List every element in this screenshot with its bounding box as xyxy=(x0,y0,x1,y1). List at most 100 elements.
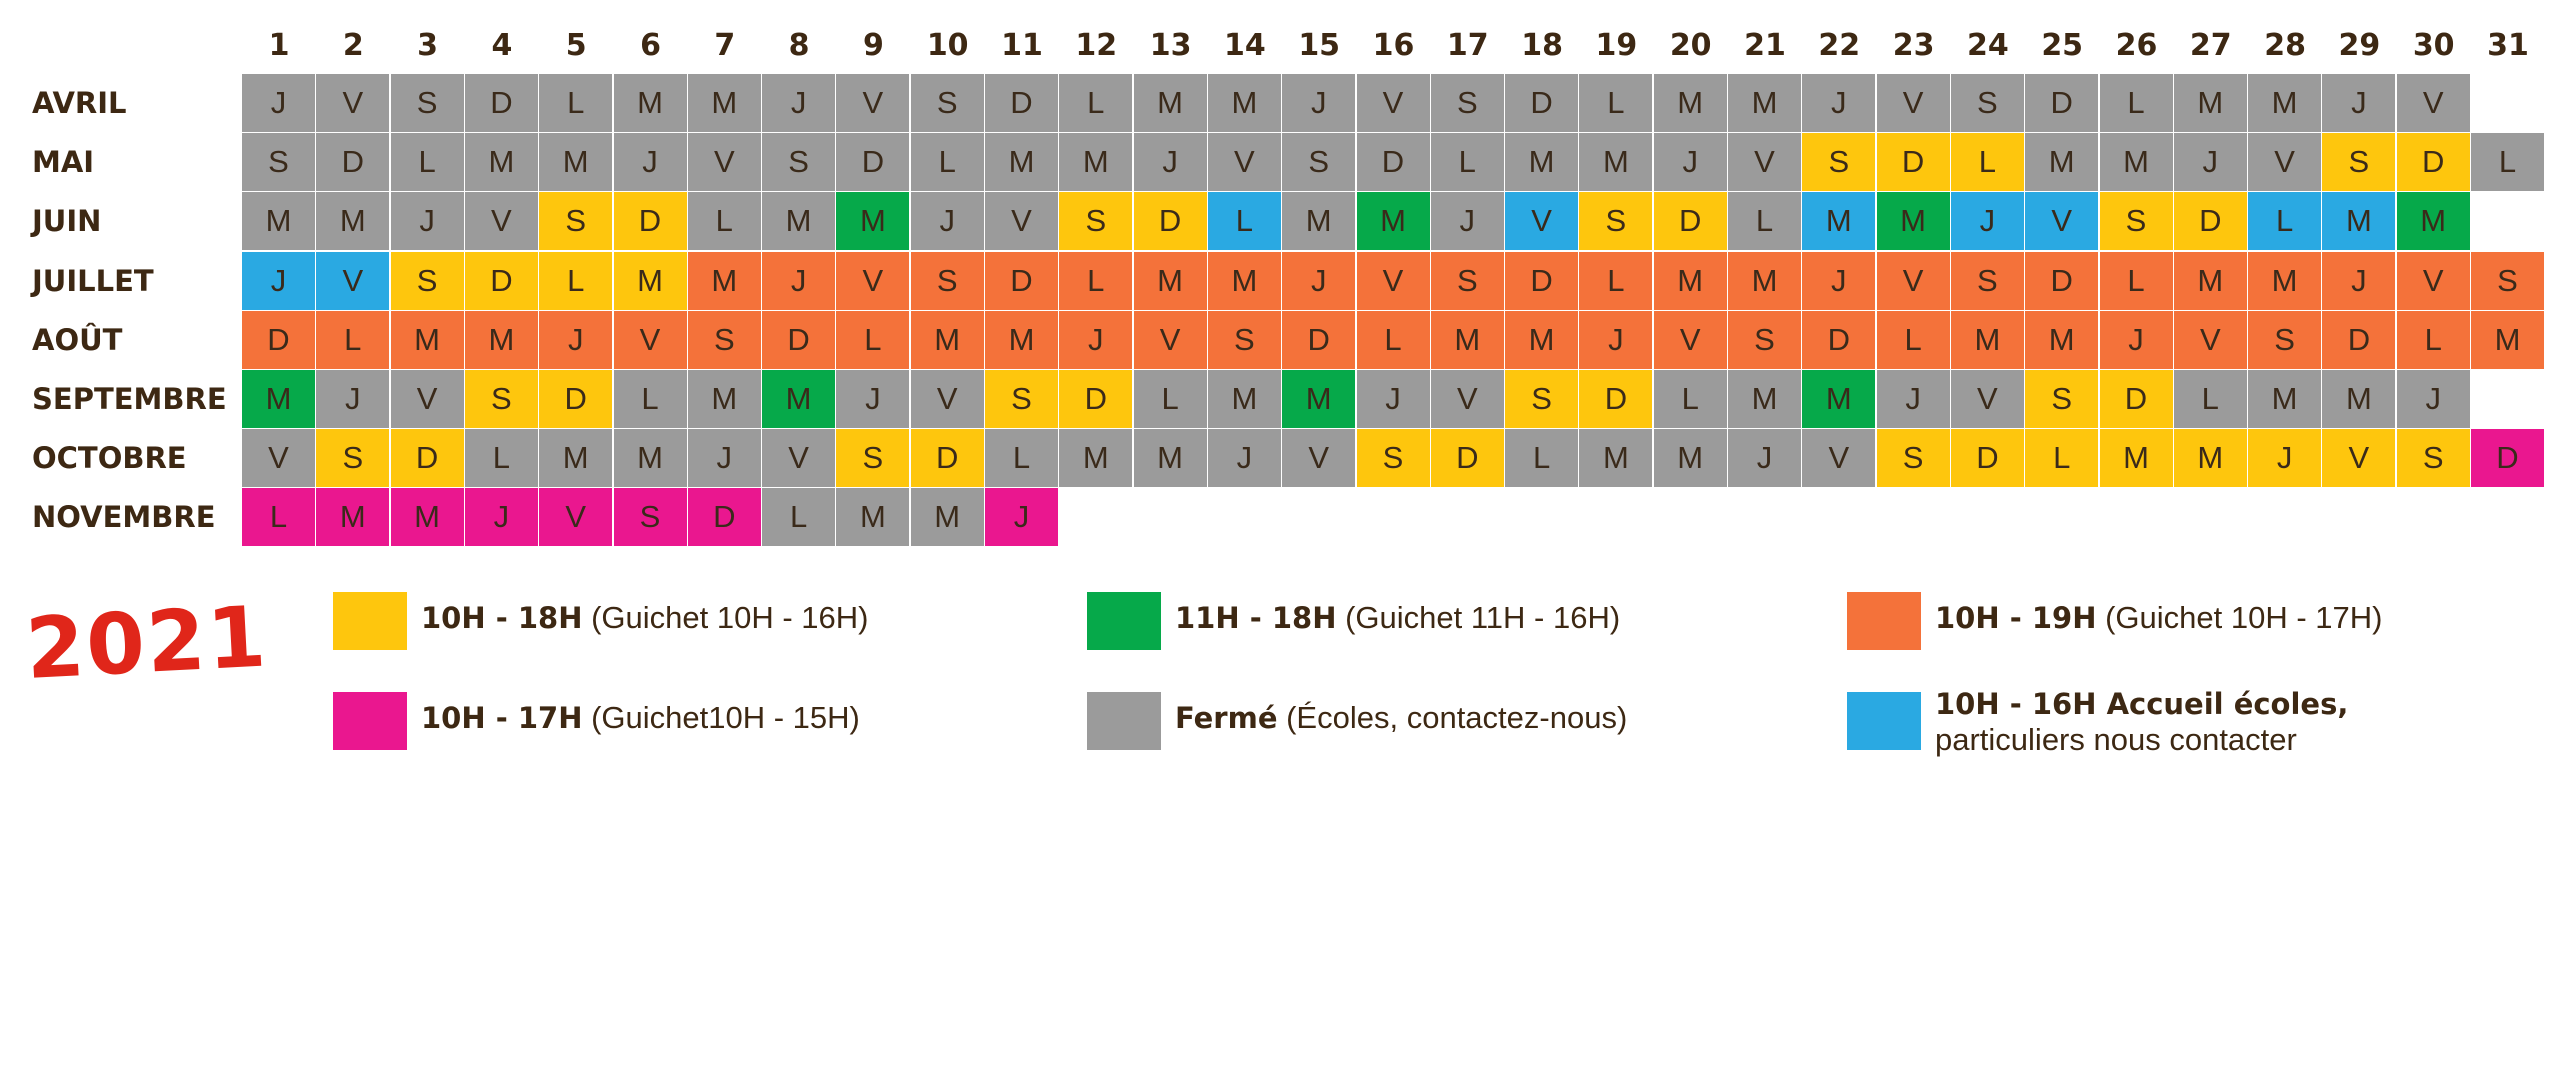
day-cell: D xyxy=(1876,133,1950,192)
day-cell: L xyxy=(910,133,984,192)
day-cell: D xyxy=(464,251,538,310)
day-cell: L xyxy=(613,370,687,428)
day-cell: L xyxy=(1950,133,2024,192)
day-cell: S xyxy=(242,133,315,192)
day-cell: S xyxy=(1207,310,1281,369)
day-cell: M xyxy=(1505,133,1579,192)
day-cell: L xyxy=(2173,370,2247,428)
legend-label: 10H - 18H (Guichet 10H - 16H) xyxy=(421,600,868,636)
day-cell: M xyxy=(1059,429,1133,488)
day-cell: D xyxy=(390,429,464,488)
day-cell: M xyxy=(613,429,687,488)
day-cell: M xyxy=(985,310,1058,369)
day-number: 5 xyxy=(565,28,587,63)
day-cell: S xyxy=(1950,74,2024,132)
day-cell: J xyxy=(1579,310,1653,369)
day-cell: M xyxy=(613,74,687,132)
day-cell: S xyxy=(1282,133,1356,192)
day-cell: M xyxy=(1282,192,1356,251)
day-cell: L xyxy=(687,192,761,251)
day-cell: J xyxy=(910,192,984,251)
day-cell: S xyxy=(316,429,390,488)
legend-swatch xyxy=(1087,692,1161,750)
day-number: 10 xyxy=(926,28,969,63)
day-cell: V xyxy=(2173,310,2247,369)
day-cell: S xyxy=(1876,429,1950,488)
day-cell: S xyxy=(1059,192,1133,251)
day-cell: V xyxy=(464,192,538,251)
day-cell: M xyxy=(464,310,538,369)
day-cell: V xyxy=(242,429,315,488)
day-cell: V xyxy=(1876,251,1950,310)
day-cell: L xyxy=(1207,192,1281,251)
day-cell: S xyxy=(2099,192,2173,251)
day-cell: J xyxy=(1728,429,1801,488)
day-cell: M xyxy=(2471,310,2544,369)
day-cell: M xyxy=(316,192,390,251)
day-cell: M xyxy=(762,192,836,251)
day-cell: D xyxy=(1282,310,1356,369)
day-cell: J xyxy=(1207,429,1281,488)
day-cell: D xyxy=(1802,310,1876,369)
day-cell: S xyxy=(985,370,1058,428)
day-cell: J xyxy=(242,251,315,310)
legend-swatch xyxy=(333,692,407,750)
day-number: 14 xyxy=(1224,28,1266,63)
day-number: 3 xyxy=(417,28,439,63)
day-cell: V xyxy=(390,370,464,428)
day-cell: L xyxy=(2248,192,2322,251)
day-cell: J xyxy=(2099,310,2173,369)
day-cell: J xyxy=(539,310,613,369)
month-label: JUILLET xyxy=(32,263,154,298)
day-cell: S xyxy=(910,74,984,132)
day-cell: M xyxy=(762,370,836,428)
day-cell: V xyxy=(2322,429,2396,488)
day-cell: J xyxy=(2322,251,2396,310)
day-cell: V xyxy=(985,192,1058,251)
legend-label: 10H - 16H Accueil écoles, particuliers no… xyxy=(1935,686,2348,758)
day-cell: D xyxy=(985,251,1058,310)
day-cell: V xyxy=(613,310,687,369)
month-label: AOÛT xyxy=(32,322,123,357)
day-number: 16 xyxy=(1372,28,1415,63)
day-cell: S xyxy=(1802,133,1876,192)
day-cell: M xyxy=(2322,192,2396,251)
legend-swatch xyxy=(333,592,407,650)
day-cell: M xyxy=(1579,133,1653,192)
day-cell: D xyxy=(985,74,1058,132)
day-cell: S xyxy=(1430,74,1504,132)
day-cell: M xyxy=(1207,251,1281,310)
day-cell: S xyxy=(1728,310,1801,369)
day-cell: L xyxy=(316,310,390,369)
day-cell: M xyxy=(1653,429,1727,488)
day-cell: V xyxy=(1728,133,1801,192)
day-cell: M xyxy=(1802,192,1876,251)
day-cell: L xyxy=(390,133,464,192)
day-cell: L xyxy=(2471,133,2544,192)
day-number: 20 xyxy=(1669,28,1712,63)
day-cell: J xyxy=(1133,133,1207,192)
day-number: 4 xyxy=(491,28,513,63)
day-cell: D xyxy=(2173,192,2247,251)
day-cell: V xyxy=(1356,74,1430,132)
day-cell: V xyxy=(1430,370,1504,428)
month-label: NOVEMBRE xyxy=(32,500,216,535)
day-cell: M xyxy=(2025,133,2099,192)
day-cell: M xyxy=(687,74,761,132)
day-cell: J xyxy=(1430,192,1504,251)
day-cell: V xyxy=(2396,74,2470,132)
legend-label: 10H - 17H (Guichet10H - 15H) xyxy=(421,700,860,736)
day-number: 6 xyxy=(640,28,661,63)
day-cell: L xyxy=(242,488,315,547)
legend-detail: (Écoles, contactez-nous) xyxy=(1277,700,1628,735)
day-number: 2 xyxy=(342,28,364,63)
day-number: 26 xyxy=(2115,28,2158,63)
day-cell: L xyxy=(1728,192,1801,251)
month-label: SEPTEMBRE xyxy=(32,382,227,416)
day-cell: D xyxy=(2099,370,2173,428)
day-cell: D xyxy=(316,133,390,192)
day-cell: M xyxy=(2173,429,2247,488)
day-cell: D xyxy=(242,310,315,369)
day-cell: L xyxy=(464,429,538,488)
day-cell: V xyxy=(1133,310,1207,369)
